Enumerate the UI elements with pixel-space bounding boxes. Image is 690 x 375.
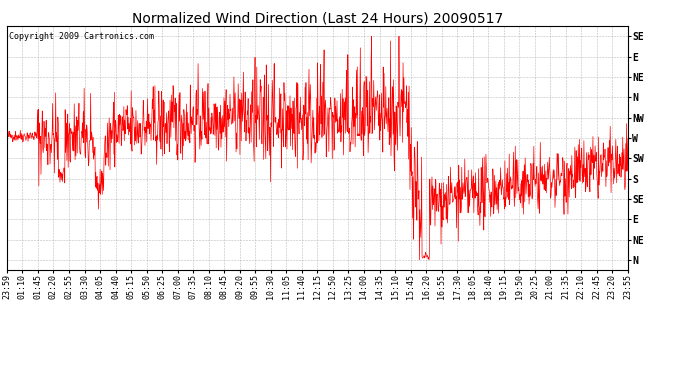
Text: Copyright 2009 Cartronics.com: Copyright 2009 Cartronics.com — [9, 32, 154, 41]
Title: Normalized Wind Direction (Last 24 Hours) 20090517: Normalized Wind Direction (Last 24 Hours… — [132, 11, 503, 25]
